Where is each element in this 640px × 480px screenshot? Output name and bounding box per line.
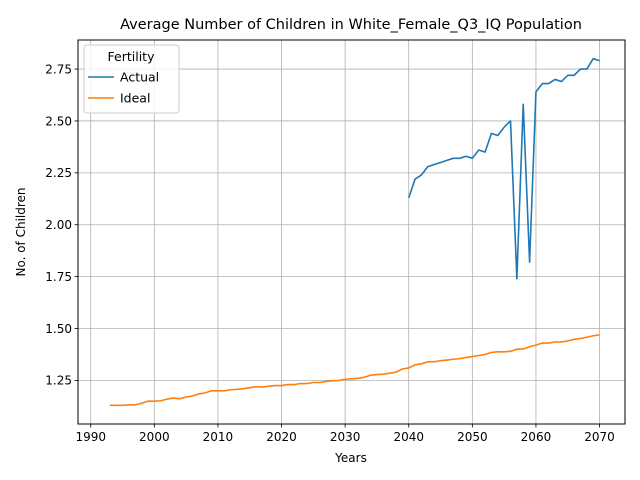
legend-label-ideal: Ideal [120, 91, 150, 106]
y-tick-label: 2.00 [45, 218, 72, 232]
y-tick-label: 1.25 [45, 374, 72, 388]
chart-title: Average Number of Children in White_Fema… [120, 17, 582, 33]
legend-title: Fertility [108, 49, 156, 64]
y-tick-label: 1.75 [45, 270, 72, 284]
x-tick-label: 2030 [330, 430, 361, 444]
series-line-actual [407, 57, 600, 280]
y-axis-ticks: 1.25 1.50 1.75 2.00 2.25 2.50 2.75 [45, 62, 78, 388]
x-tick-label: 2070 [584, 430, 615, 444]
x-tick-label: 2000 [139, 430, 170, 444]
legend-label-actual: Actual [120, 70, 159, 85]
y-tick-label: 2.50 [45, 114, 72, 128]
axes-frame [77, 39, 626, 425]
series-line-ideal [109, 333, 600, 407]
x-tick-label: 2040 [393, 430, 424, 444]
grid [78, 40, 625, 424]
y-tick-label: 2.25 [45, 166, 72, 180]
x-axis-label: Years [334, 451, 367, 465]
y-tick-label: 1.50 [45, 322, 72, 336]
series-lines [109, 57, 600, 407]
x-tick-label: 2060 [521, 430, 552, 444]
x-tick-label: 2010 [203, 430, 234, 444]
y-tick-label: 2.75 [45, 62, 72, 76]
y-axis-label: No. of Children [14, 187, 28, 276]
x-tick-label: 1990 [75, 430, 106, 444]
x-tick-label: 2050 [457, 430, 488, 444]
legend: Fertility Actual Ideal [83, 44, 180, 114]
x-axis-ticks: 1990 2000 2010 2020 2030 2040 2050 2060 2070 [75, 424, 615, 444]
legend-box [83, 44, 180, 114]
x-tick-label: 2020 [266, 430, 297, 444]
